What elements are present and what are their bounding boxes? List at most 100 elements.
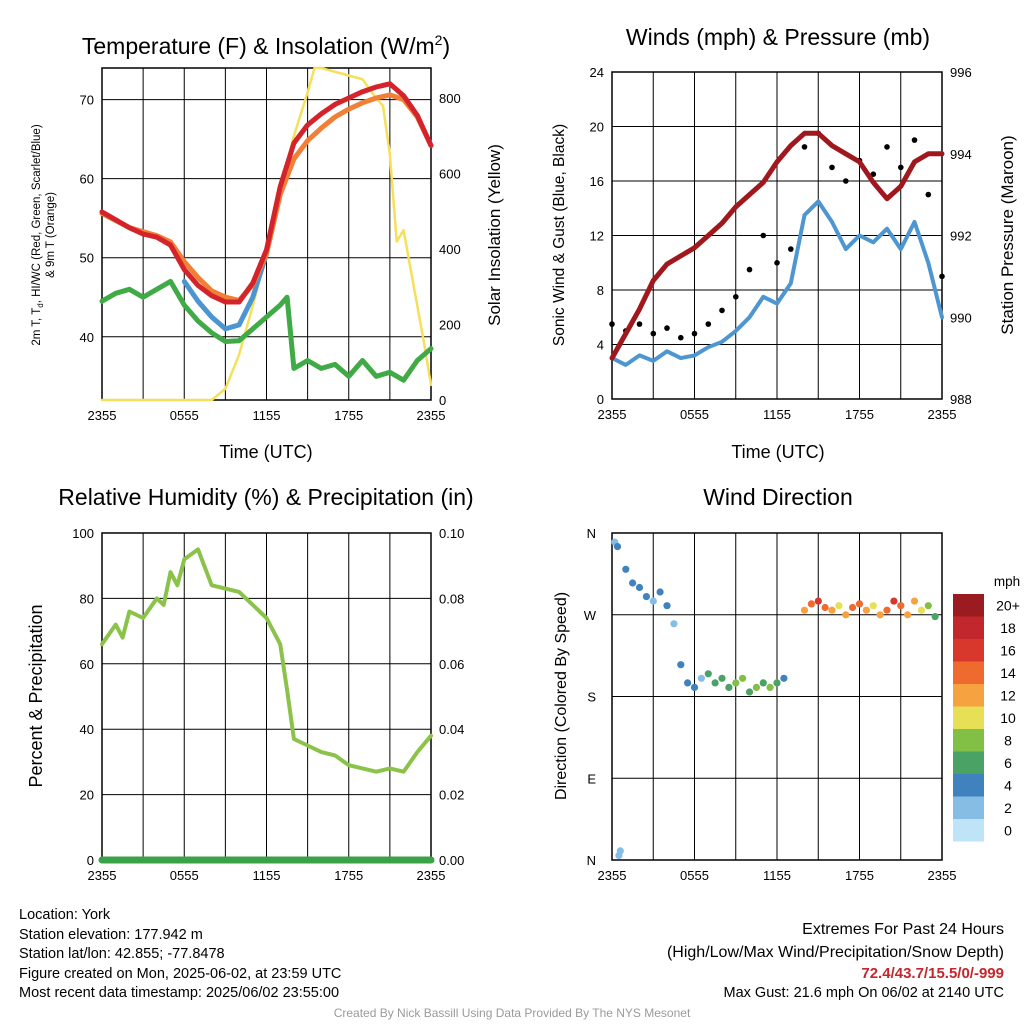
colorbar-label: 12 [1000, 687, 1016, 703]
gust-point [719, 307, 725, 314]
speed-colorbar: 20+ 18 16 14 12 10 8 6 4 2 0 [953, 594, 1020, 842]
direction-point [876, 611, 884, 619]
colorbar-swatch [953, 661, 984, 684]
humidity-panel: Relative Humidity (%) & Precipitation (i… [26, 484, 474, 883]
station-elevation: Station elevation: 177.942 m [19, 926, 203, 943]
temp-y-tick-label: 60 [80, 172, 94, 187]
recent-timestamp: Most recent data timestamp: 2025/06/02 2… [19, 985, 340, 1001]
wind-y-tick-label-right: 994 [950, 147, 972, 162]
temperature-panel-title: Temperature (F) & Insolation (W/m2) [82, 32, 450, 59]
temperature-panel: Temperature (F) & Insolation (W/m2) 2355… [31, 32, 504, 462]
dir-y-tick-label: N [587, 853, 596, 868]
temp-y-tick-label-right: 800 [439, 91, 461, 106]
gust-point [884, 144, 890, 150]
colorbar-label: 14 [1000, 665, 1016, 681]
colorbar-swatch [953, 751, 984, 774]
wind-y-tick-label: 8 [597, 283, 604, 298]
gust-point [870, 171, 877, 177]
direction-point [629, 579, 637, 587]
direction-point [766, 683, 774, 692]
rh-y-tick-label: 0 [87, 853, 94, 868]
direction-point [759, 679, 767, 687]
colorbar-swatch [953, 729, 984, 752]
direction-point [613, 543, 622, 551]
gust-point [650, 330, 657, 337]
direction-point [635, 583, 644, 592]
gust-point [829, 164, 835, 171]
direction-point [828, 606, 836, 614]
temp-y-tick-label-right: 200 [439, 318, 461, 333]
direction-point [656, 588, 664, 596]
dir-x-tick-label: 2355 [598, 868, 627, 883]
direction-point [855, 600, 864, 608]
colorbar-label: 6 [1004, 755, 1012, 771]
colorbar-swatch [953, 639, 984, 662]
gust-point [691, 330, 698, 337]
colorbar-label: 10 [1000, 710, 1016, 726]
direction-point [910, 597, 919, 605]
colorbar-swatch [953, 706, 984, 729]
gust-point [801, 144, 808, 150]
station-location: Location: York [19, 907, 111, 923]
wind-y-tick-label: 4 [597, 338, 604, 353]
rh-y-tick-label: 20 [80, 788, 94, 803]
wind-y-tick-label-right: 990 [950, 310, 972, 325]
dir-x-tick-label: 1755 [845, 868, 874, 883]
rh-y-tick-label: 60 [80, 657, 94, 672]
temp-x-tick-label: 1755 [334, 408, 363, 423]
colorbar-swatch [953, 616, 984, 639]
direction-point [732, 679, 740, 687]
direction-point [917, 606, 926, 614]
direction-point [739, 674, 747, 682]
gust-point [664, 325, 670, 331]
rh-y-tick-label: 40 [80, 722, 94, 737]
extremes-values: 72.4/43.7/15.5/0/-999 [861, 965, 1004, 982]
colorbar-swatch [953, 796, 984, 819]
extremes-legend: (High/Low/Max Wind/Precipitation/Snow De… [666, 944, 1004, 961]
colorbar-label: 8 [1004, 732, 1012, 748]
wind-x-tick-label: 1155 [763, 407, 791, 422]
wind-y-tick-label: 12 [590, 229, 604, 244]
colorbar-label: 0 [1004, 822, 1012, 838]
gust-point [733, 294, 739, 300]
temp-y-tick-label: 50 [80, 251, 94, 266]
credit-line: Created By Nick Bassill Using Data Provi… [333, 1006, 691, 1020]
temp-x-tick-label: 2355 [417, 408, 446, 423]
wind-y-tick-label: 0 [597, 392, 604, 407]
colorbar-label: 2 [1004, 800, 1012, 816]
temperature-left-axis-label: 2m T, Td, HI/WC (Red, Green, Scarlet/Blu… [31, 124, 45, 345]
direction-point [807, 600, 816, 608]
winds-right-axis-label: Station Pressure (Maroon) [998, 135, 1017, 334]
direction-point [883, 606, 891, 614]
rh-x-tick-label: 0555 [170, 868, 199, 883]
dewpoint-line [99, 278, 434, 383]
direction-point [890, 597, 898, 605]
windchill-line [181, 251, 269, 332]
direction-point [800, 606, 809, 614]
temperature-plot-area: 2355 0555 1155 1755 2355 40 50 60 70 0 200 400 600 80… [80, 66, 461, 423]
temperature-x-axis-label: Time (UTC) [219, 442, 312, 462]
gust-point [774, 260, 780, 266]
direction-point [780, 674, 788, 682]
wind-speed-line [610, 199, 944, 367]
colorbar-label: 4 [1004, 777, 1012, 793]
direction-point [649, 597, 657, 605]
humidity-panel-title: Relative Humidity (%) & Precipitation (i… [58, 484, 473, 510]
gust-point [636, 321, 643, 327]
gust-point [911, 137, 918, 143]
colorbar-swatch [953, 774, 984, 797]
winds-left-axis-label: Sonic Wind & Gust (Blue, Black) [551, 124, 568, 346]
direction-point [684, 679, 692, 687]
direction-point [642, 593, 651, 601]
direction-point [725, 683, 733, 692]
temp-x-tick-label: 1155 [253, 408, 281, 423]
direction-point [814, 597, 822, 605]
rh-y-tick-label-right: 0.00 [439, 853, 464, 868]
rh-y-tick-label-right: 0.04 [439, 722, 464, 737]
direction-point [752, 683, 761, 692]
rh-y-tick-label-right: 0.02 [439, 788, 464, 803]
colorbar-swatch [953, 819, 984, 842]
rh-x-tick-label: 1755 [334, 868, 363, 883]
